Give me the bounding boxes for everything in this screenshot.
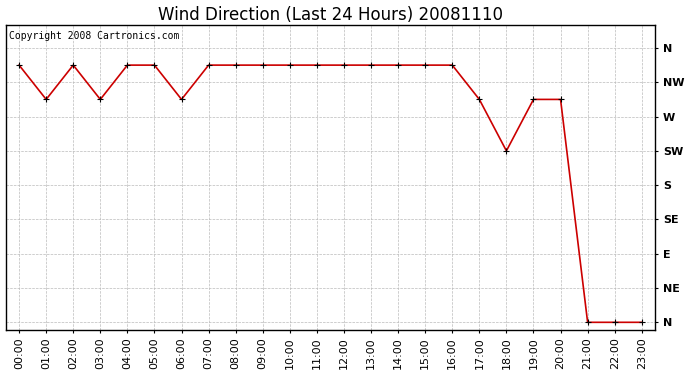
Title: Wind Direction (Last 24 Hours) 20081110: Wind Direction (Last 24 Hours) 20081110 [158, 6, 503, 24]
Text: Copyright 2008 Cartronics.com: Copyright 2008 Cartronics.com [9, 31, 179, 41]
